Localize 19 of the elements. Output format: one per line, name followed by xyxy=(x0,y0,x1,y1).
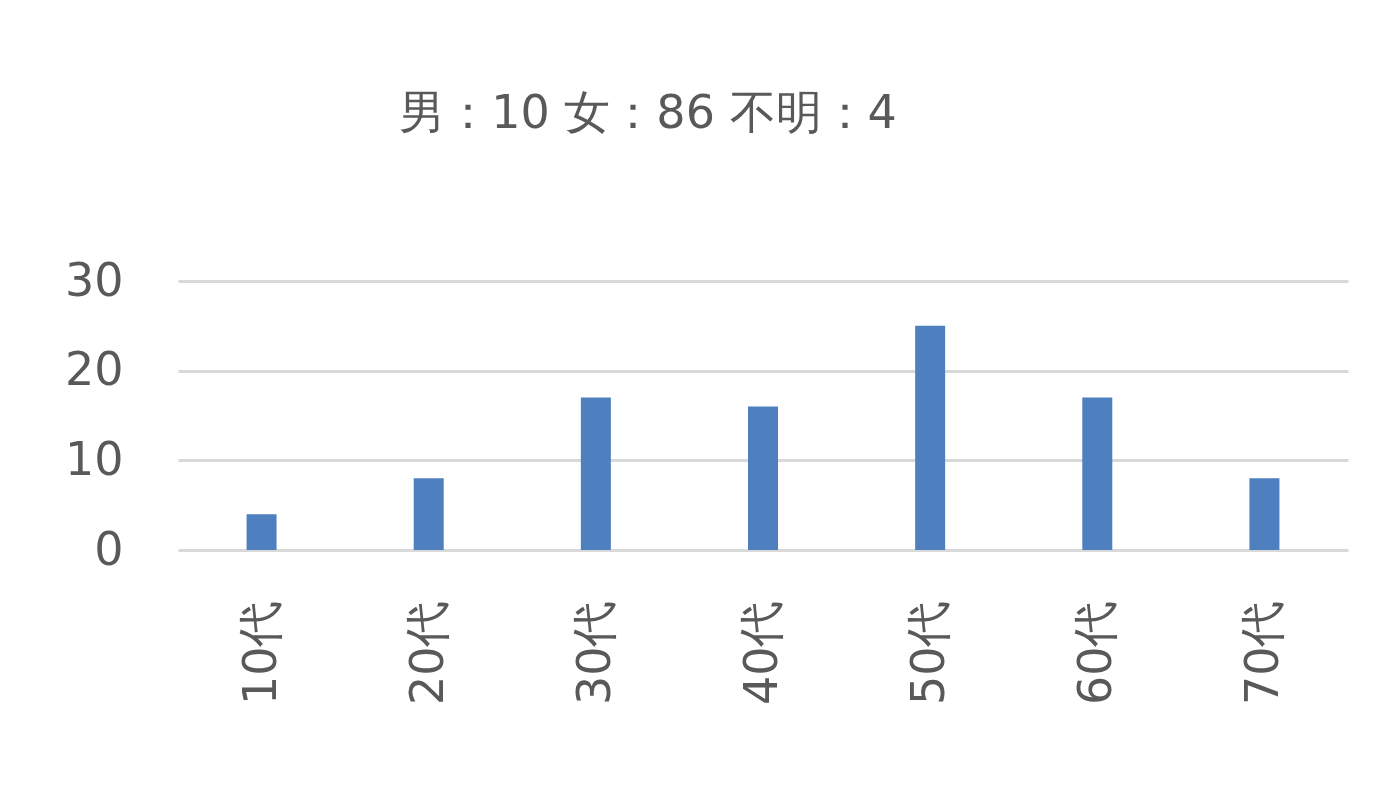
chart-title: 男：10 女：86 不明：4 xyxy=(399,85,897,139)
bar xyxy=(580,397,611,550)
bar xyxy=(246,514,277,550)
y-tick-label: 30 xyxy=(64,252,124,307)
bar xyxy=(1082,397,1113,550)
x-tick-label: 10代 xyxy=(232,600,287,706)
x-tick-label: 60代 xyxy=(1068,600,1123,706)
bar xyxy=(1249,478,1280,550)
y-tick-label: 0 xyxy=(94,521,124,576)
y-tick-label: 20 xyxy=(64,342,124,397)
x-tick-label: 20代 xyxy=(399,600,454,706)
bar xyxy=(413,478,444,550)
bar xyxy=(748,406,778,550)
x-tick-label: 40代 xyxy=(734,600,788,706)
x-tick-label: 50代 xyxy=(901,600,956,706)
bar xyxy=(915,325,946,550)
x-tick-label: 70代 xyxy=(1235,600,1290,706)
x-tick-label: 30代 xyxy=(566,600,621,706)
y-tick-label: 10 xyxy=(64,431,124,486)
